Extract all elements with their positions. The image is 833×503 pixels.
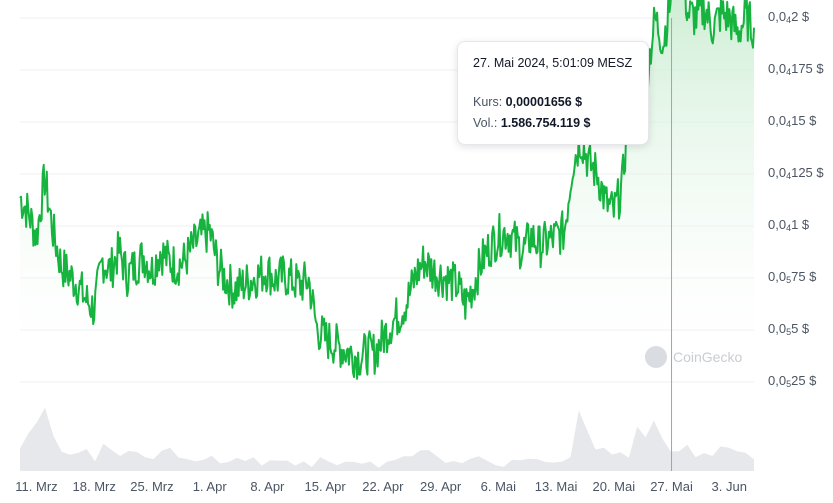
y-tick-label: 0,04175 $	[768, 61, 824, 77]
x-tick-label: 3. Jun	[711, 479, 747, 494]
y-tick-label: 0,055 $	[768, 321, 810, 337]
tooltip-price-row: Kurs: 0,00001656 $	[473, 92, 633, 113]
x-tick-label: 20. Mai	[592, 479, 636, 494]
tooltip-date: 27. Mai 2024, 5:01:09 MESZ	[473, 56, 633, 70]
x-tick-label: 27. Mai	[650, 479, 693, 494]
y-tick-label: 0,04125 $	[768, 165, 824, 181]
x-tick-label: 8. Apr	[250, 479, 285, 494]
x-tick-label: 29. Apr	[419, 479, 462, 494]
y-tick-label: 0,041 $	[768, 217, 810, 233]
y-tick-label: 0,042 $	[768, 9, 810, 25]
x-tick-label: 11. Mrz	[15, 479, 58, 494]
coingecko-logo-icon	[645, 346, 667, 368]
x-tick-label: 15. Apr	[304, 479, 346, 494]
coingecko-watermark: CoinGecko	[645, 346, 742, 368]
tooltip-price-value: 0,00001656 $	[505, 95, 583, 109]
tooltip-volume-value: 1.586.754.119 $	[500, 116, 591, 130]
y-tick-label: 0,0415 $	[768, 113, 817, 129]
x-tick-label: 18. Mrz	[72, 479, 116, 494]
tooltip-volume-label: Vol.:	[473, 116, 498, 130]
watermark-text: CoinGecko	[673, 349, 743, 365]
volume-area	[20, 407, 754, 471]
x-tick-label: 22. Apr	[362, 479, 404, 494]
y-tick-label: 0,0575 $	[768, 269, 817, 285]
hover-tooltip: 27. Mai 2024, 5:01:09 MESZ Kurs: 0,00001…	[457, 41, 649, 145]
x-tick-label: 13. Mai	[534, 479, 578, 494]
x-tick-label: 1. Apr	[192, 479, 227, 494]
tooltip-price-label: Kurs:	[473, 95, 503, 109]
price-area-fill	[20, 0, 754, 382]
x-tick-label: 6. Mai	[480, 479, 517, 494]
y-tick-label: 0,0525 $	[768, 373, 817, 389]
x-tick-label: 25. Mrz	[130, 479, 174, 494]
tooltip-volume-row: Vol.: 1.586.754.119 $	[473, 113, 633, 134]
